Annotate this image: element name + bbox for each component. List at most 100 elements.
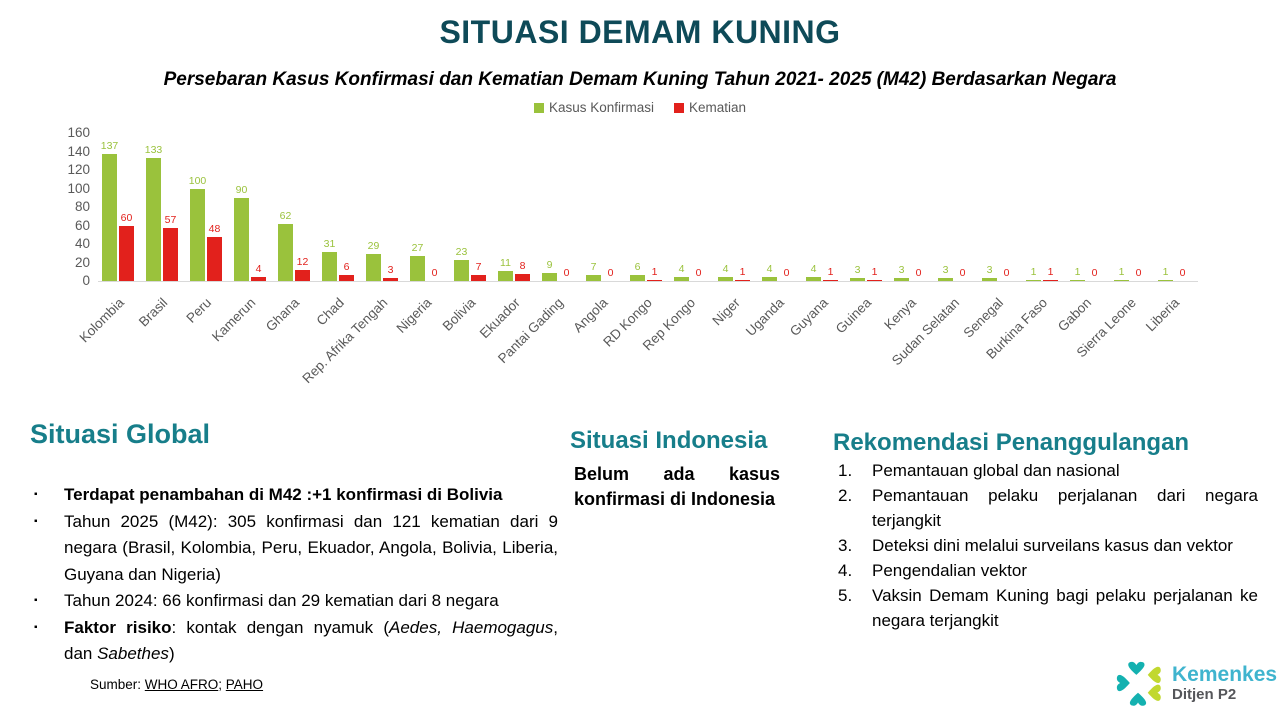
heading-situasi-indonesia: Situasi Indonesia: [570, 427, 768, 454]
x-axis-category-label: Gabon: [1055, 295, 1095, 335]
legend-label-kasus-konfirmasi: Kasus Konfirmasi: [548, 100, 654, 115]
x-axis-category-label: Niger: [709, 295, 743, 329]
kemenkes-logo: Kemenkes Ditjen P2: [1112, 657, 1277, 709]
legend-item-kasus-konfirmasi: Kasus Konfirmasi: [533, 100, 654, 115]
bar-kasus-konfirmasi: [718, 277, 733, 281]
rekomendasi-item-number: 1.: [838, 461, 853, 480]
bar-value-label-kasus-konfirmasi: 1: [1030, 266, 1037, 278]
y-tick-label: 160: [67, 125, 90, 140]
bar-group: 23 7: [450, 133, 494, 281]
y-tick-label: 20: [74, 254, 90, 270]
source-link-paho[interactable]: PAHO: [225, 677, 264, 692]
bar-value-label-kasus-konfirmasi: 90: [235, 183, 248, 196]
bar-value-label-kematian: 0: [431, 267, 438, 279]
bullet-marker-icon: ▪: [34, 621, 38, 633]
rekomendasi-item: 5. Vaksin Demam Kuning bagi pelaku perjal…: [838, 583, 1258, 633]
y-tick-label: 40: [74, 236, 90, 251]
x-axis-category-label: Chad: [313, 295, 347, 329]
bar-value-label-kematian: 12: [296, 255, 309, 268]
rekomendasi-item-text: Vaksin Demam Kuning bagi pelaku perjalan…: [872, 586, 1258, 630]
source-link-who-afro[interactable]: WHO AFRO: [144, 677, 219, 692]
bar-kematian: [251, 277, 266, 281]
chart-plot-area: 137 60 133 57 100 48 90 4 62 12 31 6 29 3 27 0 23 7 11 8 9 0 7…: [98, 133, 1198, 282]
bar-kematian: [515, 273, 530, 281]
bar-kematian: [647, 280, 662, 281]
x-axis-category-label: Liberia: [1143, 295, 1183, 335]
x-axis-category-label: Rep. Afrika Tengah: [299, 295, 391, 387]
bar-group: 137 60: [98, 133, 142, 281]
bar-value-label-kematian: 0: [1135, 267, 1142, 279]
bar-value-label-kematian: 0: [1003, 267, 1010, 279]
bar-value-label-kasus-konfirmasi: 3: [854, 264, 861, 277]
bar-kasus-konfirmasi: [762, 277, 777, 281]
bullet-item: ▪ Tahun 2025 (M42): 305 konfirmasi dan 12…: [34, 509, 558, 589]
bar-value-label-kematian: 60: [120, 211, 133, 224]
page-title: SITUASI DEMAM KUNING: [439, 14, 841, 50]
bar-value-label-kematian: 1: [827, 266, 834, 278]
x-axis-labels: Kolombia Brasil Peru Kamerun Ghana Chad Rep. A…: [76, 285, 1198, 390]
bar-value-label-kematian: 7: [475, 260, 482, 273]
source-line: Sumber: WHO AFRO; PAHO: [90, 677, 263, 692]
bullet-text-run: Tahun 2025 (M42): 305 konfirmasi dan 121…: [64, 511, 558, 584]
bar-value-label-kematian: 1: [1047, 266, 1054, 278]
bar-kematian: [339, 275, 354, 281]
bullet-text-run: Sabethes: [97, 644, 169, 663]
bar-group: 133 57: [142, 133, 186, 281]
bar-value-label-kasus-konfirmasi: 133: [144, 143, 163, 156]
legend-label-kematian: Kematian: [689, 100, 747, 115]
bullet-item: ▪ Tahun 2024: 66 konfirmasi dan 29 kemati…: [34, 588, 558, 615]
bar-kematian: [163, 228, 178, 281]
x-axis-category-label: Ghana: [263, 295, 303, 335]
bar-value-label-kasus-konfirmasi: 1: [1162, 266, 1169, 278]
bar-kasus-konfirmasi: [102, 154, 117, 281]
bar-kasus-konfirmasi: [850, 278, 865, 281]
source-separator: ;: [218, 677, 226, 692]
bullet-marker-icon: ▪: [34, 489, 38, 500]
situasi-indonesia-text: Belum ada kasus konfirmasi di Indonesia: [574, 464, 780, 509]
bar-value-label-kematian: 0: [915, 267, 922, 279]
bar-value-label-kematian: 0: [959, 267, 966, 279]
bar-value-label-kematian: 1: [651, 266, 658, 278]
bar-value-label-kematian: 6: [343, 261, 350, 274]
bar-value-label-kasus-konfirmasi: 4: [766, 263, 773, 276]
bar-kasus-konfirmasi: [322, 252, 337, 281]
bar-value-label-kasus-konfirmasi: 7: [590, 260, 597, 273]
bar-kematian: [383, 278, 398, 281]
x-axis-category-label: Angola: [570, 295, 611, 336]
bar-group: 62 12: [274, 133, 318, 281]
bar-value-label-kematian: 4: [255, 263, 262, 276]
bar-kasus-konfirmasi: [1026, 280, 1041, 281]
bar-value-label-kematian: 0: [1179, 267, 1186, 279]
bullet-item: ▪ Terdapat penambahan di M42 :+1 konfirma…: [34, 482, 558, 509]
rekomendasi-item-text: Pengendalian vektor: [872, 561, 1028, 580]
heading-rekomendasi: Rekomendasi Penanggulangan: [833, 429, 1190, 456]
bar-kasus-konfirmasi: [498, 270, 513, 281]
kemenkes-name-label: Kemenkes: [1172, 663, 1278, 686]
bar-kematian: [295, 269, 310, 281]
bar-group: 100 48: [186, 133, 230, 281]
bullet-text-run: ): [168, 644, 175, 663]
bar-kasus-konfirmasi: [1158, 280, 1173, 281]
bullet-text-run: Tahun 2024: 66 konfirmasi dan 29 kematia…: [64, 591, 499, 610]
bullet-text: Terdapat penambahan di M42 :+1 konfirmas…: [64, 482, 558, 509]
y-tick-label: 80: [74, 199, 90, 214]
bar-group: 27 0: [406, 133, 450, 281]
bar-kematian: [867, 280, 882, 281]
rekomendasi-item-number: 4.: [838, 561, 853, 580]
bar-chart: 160 140 120 100 80 60 40 20 0 137 60 133 57 100 48 90 4…: [60, 125, 1220, 392]
heading-situasi-global: Situasi Global: [30, 419, 211, 449]
bar-value-label-kasus-konfirmasi: 62: [279, 209, 292, 222]
bar-value-label-kasus-konfirmasi: 1: [1074, 266, 1081, 278]
y-tick-label: 0: [82, 273, 90, 288]
bar-kasus-konfirmasi: [190, 188, 205, 281]
situasi-global-bullet-list: ▪ Terdapat penambahan di M42 :+1 konfirma…: [34, 482, 558, 668]
x-axis-category-label: Guinea: [833, 295, 875, 337]
